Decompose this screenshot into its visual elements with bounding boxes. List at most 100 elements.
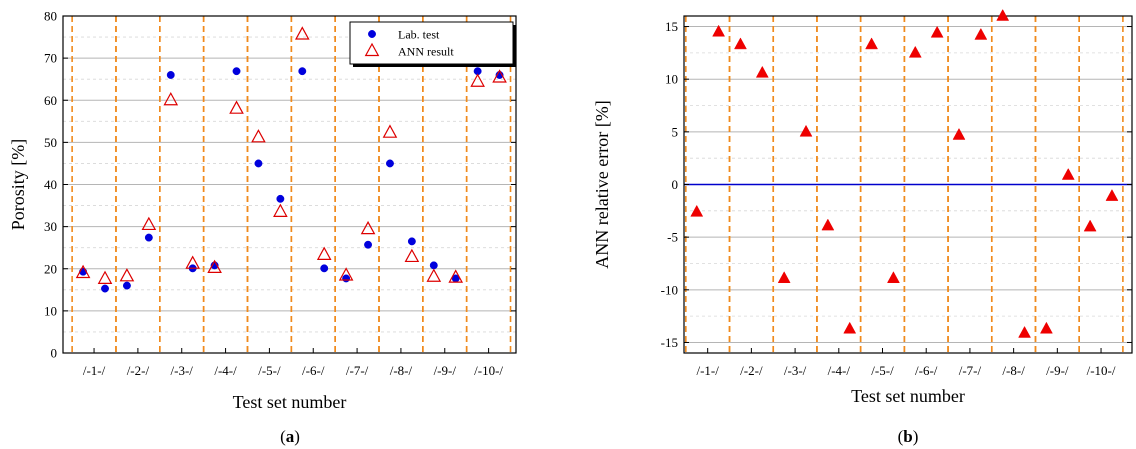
data-point-series-0 — [865, 37, 878, 50]
data-point-series-1 — [338, 267, 354, 281]
data-point-series-1 — [360, 220, 376, 235]
y-tick-label: 80 — [44, 9, 57, 24]
y-tick-label: 50 — [44, 135, 57, 150]
x-tick-label: /-4-/ — [828, 363, 851, 378]
x-axis-title: Test set number — [851, 386, 965, 406]
data-point-series-0 — [799, 124, 813, 137]
x-tick-label: /-2-/ — [740, 363, 763, 378]
data-point-series-1 — [163, 92, 179, 106]
data-point-series-0 — [298, 67, 307, 76]
data-point-series-0 — [101, 284, 109, 293]
data-point-series-0 — [930, 25, 944, 38]
data-point-series-0 — [996, 8, 1010, 21]
x-tick-label: /-3-/ — [171, 363, 194, 378]
legend-label: Lab. test — [398, 28, 440, 42]
data-point-series-1 — [185, 255, 201, 269]
y-tick-label: 30 — [44, 219, 57, 234]
panel-label: (b) — [898, 427, 919, 446]
data-point-series-0 — [144, 233, 153, 242]
data-point-series-0 — [232, 67, 241, 76]
data-point-series-0 — [1039, 321, 1053, 334]
x-tick-label: /-9-/ — [434, 363, 457, 378]
data-point-series-0 — [887, 271, 900, 283]
panel-label: (a) — [280, 427, 300, 446]
y-tick-label: 10 — [665, 72, 678, 87]
data-point-series-1 — [382, 124, 398, 138]
data-point-series-0 — [166, 71, 175, 79]
data-point-series-0 — [386, 159, 394, 168]
data-point-series-1 — [251, 129, 266, 143]
data-point-series-0 — [429, 261, 438, 270]
x-tick-label: /-4-/ — [214, 363, 237, 378]
data-point-series-1 — [316, 246, 332, 260]
data-point-series-1 — [273, 203, 288, 217]
data-point-series-0 — [690, 204, 704, 217]
data-point-series-0 — [254, 159, 263, 168]
x-tick-label: /-1-/ — [83, 363, 106, 378]
chart-panel-a: 0 10 20 30 40 50 60 70 80 /-1-/ /-2-/ /-3-/ /-4-/ /-5… — [8, 9, 517, 446]
data-point-series-1 — [404, 248, 420, 263]
data-point-series-0 — [1018, 325, 1031, 338]
y-tick-label: 70 — [44, 51, 57, 66]
x-tick-label: /-10-/ — [1087, 363, 1116, 378]
legend-label: ANN result — [398, 45, 454, 59]
x-tick-label: /-8-/ — [390, 363, 413, 378]
data-point-series-1 — [229, 100, 244, 114]
y-tick-label: 5 — [672, 124, 679, 139]
y-axis-title: Porosity [%] — [8, 139, 28, 231]
chart-panel-b: -15 -10 -5 0 5 10 15 /-1-/ /-2-/ /-3-/ /-4-/ /-5-/ /… — [592, 8, 1133, 446]
data-point-series-0 — [122, 281, 131, 290]
y-tick-label: -10 — [661, 282, 678, 297]
y-tick-label: 60 — [44, 93, 57, 108]
data-point-series-0 — [843, 321, 857, 334]
data-point-series-0 — [908, 45, 922, 58]
x-tick-label: /-2-/ — [127, 363, 150, 378]
x-tick-label: /-7-/ — [959, 363, 982, 378]
y-tick-label: -15 — [661, 335, 678, 350]
data-point-series-1 — [207, 259, 222, 274]
legend: Lab. test ANN result — [349, 21, 516, 67]
data-point-series-0 — [1083, 219, 1097, 232]
data-point-series-0 — [821, 218, 835, 231]
x-tick-label: /-1-/ — [696, 363, 719, 378]
y-tick-label: 20 — [44, 261, 57, 276]
data-point-series-0 — [974, 27, 988, 40]
legend-box — [349, 21, 514, 65]
data-point-series-1 — [119, 268, 135, 282]
data-point-series-0 — [342, 274, 351, 283]
data-point-series-1 — [448, 269, 464, 283]
data-point-series-0 — [777, 271, 791, 283]
data-point-series-1 — [97, 270, 113, 284]
y-axis-title: ANN relative error [%] — [592, 100, 612, 268]
y-tick-label: 0 — [51, 346, 58, 361]
data-point-series-0 — [755, 65, 769, 78]
data-point-series-1 — [294, 26, 310, 40]
x-tick-label: /-10-/ — [474, 363, 503, 378]
x-tick-label: /-8-/ — [1002, 363, 1025, 378]
y-tick-label: 10 — [44, 303, 57, 318]
y-tick-label: -5 — [667, 230, 678, 245]
x-tick-label: /-5-/ — [871, 363, 894, 378]
data-point-series-1 — [141, 216, 157, 231]
x-tick-label: /-6-/ — [302, 363, 325, 378]
data-point-series-0 — [1061, 167, 1075, 180]
x-tick-label: /-9-/ — [1046, 363, 1069, 378]
x-tick-label: /-5-/ — [258, 363, 281, 378]
data-point-series-1 — [470, 73, 485, 87]
data-point-series-0 — [364, 240, 372, 249]
y-tick-label: 40 — [44, 177, 57, 192]
y-tick-label: 15 — [665, 19, 678, 34]
x-tick-label: /-7-/ — [346, 363, 369, 378]
data-point-series-0 — [712, 24, 726, 37]
x-axis-title: Test set number — [233, 392, 347, 412]
data-point-series-0 — [320, 264, 329, 273]
y-tick-label: 0 — [672, 177, 679, 192]
data-point-series-0 — [952, 127, 966, 140]
data-point-series-0 — [1105, 189, 1119, 201]
data-point-series-0 — [276, 194, 285, 203]
legend-marker — [368, 30, 376, 38]
legend-marker — [364, 42, 380, 57]
data-point-series-1 — [426, 268, 442, 282]
data-point-series-1 — [75, 264, 91, 279]
